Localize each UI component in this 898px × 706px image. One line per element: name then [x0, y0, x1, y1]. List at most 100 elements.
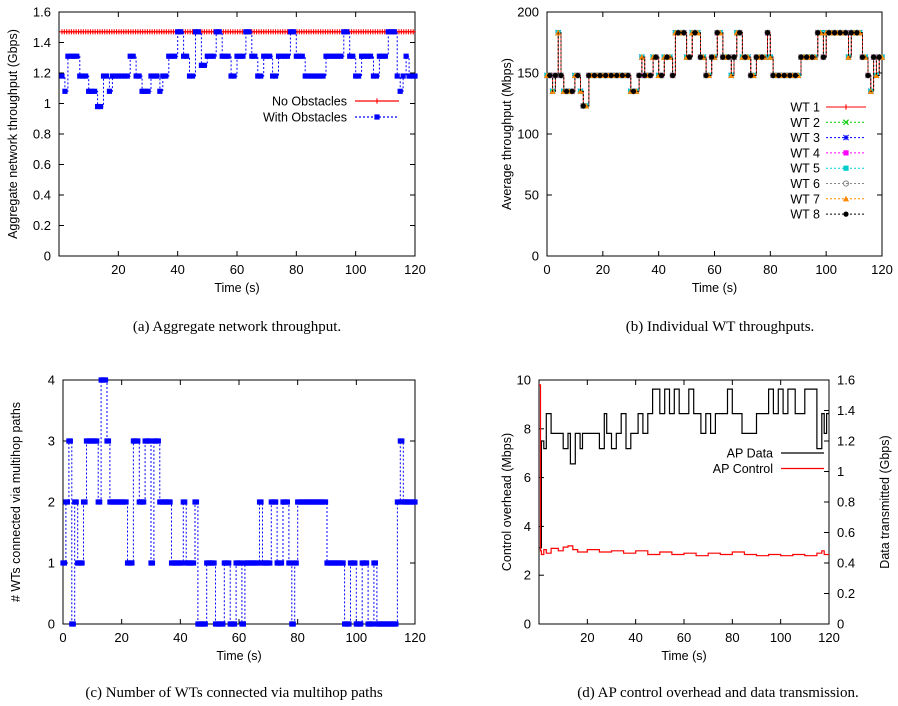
legend-label: AP Data [727, 447, 773, 461]
data-point [323, 53, 329, 59]
data-point [552, 72, 558, 79]
series-multihop [60, 377, 418, 627]
y-tick-label: 10 [517, 373, 531, 388]
data-point [658, 72, 665, 79]
data-point [207, 53, 213, 59]
x-tick-label: 100 [770, 630, 792, 645]
data-point [127, 53, 133, 59]
series-line [62, 31, 415, 108]
data-point [240, 621, 246, 627]
y2-tick-label: 0.8 [837, 495, 855, 510]
data-point [61, 560, 68, 566]
x-axis-label: Time (s) [661, 649, 706, 663]
legend-marker [374, 114, 380, 120]
data-point [356, 73, 362, 79]
data-point [388, 29, 394, 35]
data-point [859, 54, 866, 60]
data-point [299, 53, 305, 59]
x-tick-label: 80 [290, 630, 304, 645]
x-tick-label: 20 [596, 262, 610, 277]
data-point [255, 560, 261, 566]
data-point [189, 73, 196, 79]
data-point [625, 72, 631, 79]
data-point [346, 621, 352, 627]
data-point [577, 88, 584, 94]
data-point [720, 54, 726, 60]
series-ap-data [539, 388, 829, 549]
data-point [798, 54, 804, 60]
data-point [273, 499, 279, 505]
y2-tick-label: 0 [837, 617, 844, 632]
data-point [409, 73, 415, 79]
x-tick-label: 40 [628, 630, 642, 645]
data-point [759, 54, 765, 60]
data-point [193, 499, 200, 505]
data-point [619, 72, 625, 79]
data-point [393, 621, 399, 627]
data-point [97, 103, 104, 110]
data-point [293, 560, 299, 566]
data-point [748, 72, 754, 79]
data-point [563, 88, 570, 94]
data-point [580, 103, 586, 109]
data-point [284, 499, 290, 505]
legend-label: WT 1 [790, 101, 820, 115]
series-wt-2 [546, 29, 883, 109]
data-point [396, 499, 402, 505]
data-point [240, 53, 246, 59]
panel-caption: (a) Aggregate network throughput. [133, 319, 341, 335]
data-point [178, 29, 184, 35]
data-point [352, 560, 358, 566]
data-point [697, 54, 704, 60]
data-point [172, 53, 178, 59]
data-point [636, 72, 642, 79]
data-point [353, 73, 359, 79]
x-tick-label: 120 [404, 262, 426, 277]
legend-marker [842, 180, 850, 187]
y2-tick-label: 0.4 [837, 556, 855, 571]
data-point [281, 53, 288, 59]
y-tick-label: 0.8 [33, 127, 51, 142]
data-point [157, 88, 163, 94]
data-point [369, 621, 376, 627]
data-point [92, 88, 98, 94]
data-point [190, 560, 197, 566]
data-point [843, 30, 849, 36]
legend-label: WT 5 [790, 162, 820, 176]
y-tick-label: 0.6 [33, 157, 51, 172]
data-point [350, 53, 356, 59]
data-point [139, 88, 145, 94]
data-point [314, 73, 320, 79]
data-point [246, 29, 252, 35]
legend-marker [842, 195, 850, 202]
data-point [237, 560, 244, 566]
data-point [681, 30, 687, 36]
y-axis-label: Aggregate network throughput (Gbps) [6, 29, 20, 239]
x-tick-label: 0 [543, 262, 550, 277]
data-point [182, 499, 188, 505]
panel-caption: (d) AP control overhead and data transmi… [577, 685, 858, 701]
data-point [287, 560, 293, 566]
data-point [109, 73, 115, 79]
data-point [317, 73, 323, 79]
data-point [361, 53, 368, 59]
data-point [145, 88, 151, 94]
data-point [146, 438, 153, 444]
y-tick-label: 8 [524, 421, 531, 436]
series-ap-control [539, 384, 829, 557]
data-point [210, 53, 216, 59]
x-tick-label: 20 [114, 630, 128, 645]
data-point [767, 54, 774, 60]
legend-label: AP Control [713, 462, 773, 476]
legend-label: WT 7 [790, 192, 820, 206]
data-point [267, 53, 273, 59]
y-tick-label: 1.6 [33, 5, 51, 20]
data-point [709, 54, 715, 60]
x-tick-label: 60 [230, 262, 244, 277]
data-point [603, 72, 609, 79]
series-line [539, 384, 829, 557]
data-point [367, 53, 374, 59]
data-point [547, 72, 553, 79]
data-point [764, 30, 771, 36]
data-point [335, 53, 341, 59]
